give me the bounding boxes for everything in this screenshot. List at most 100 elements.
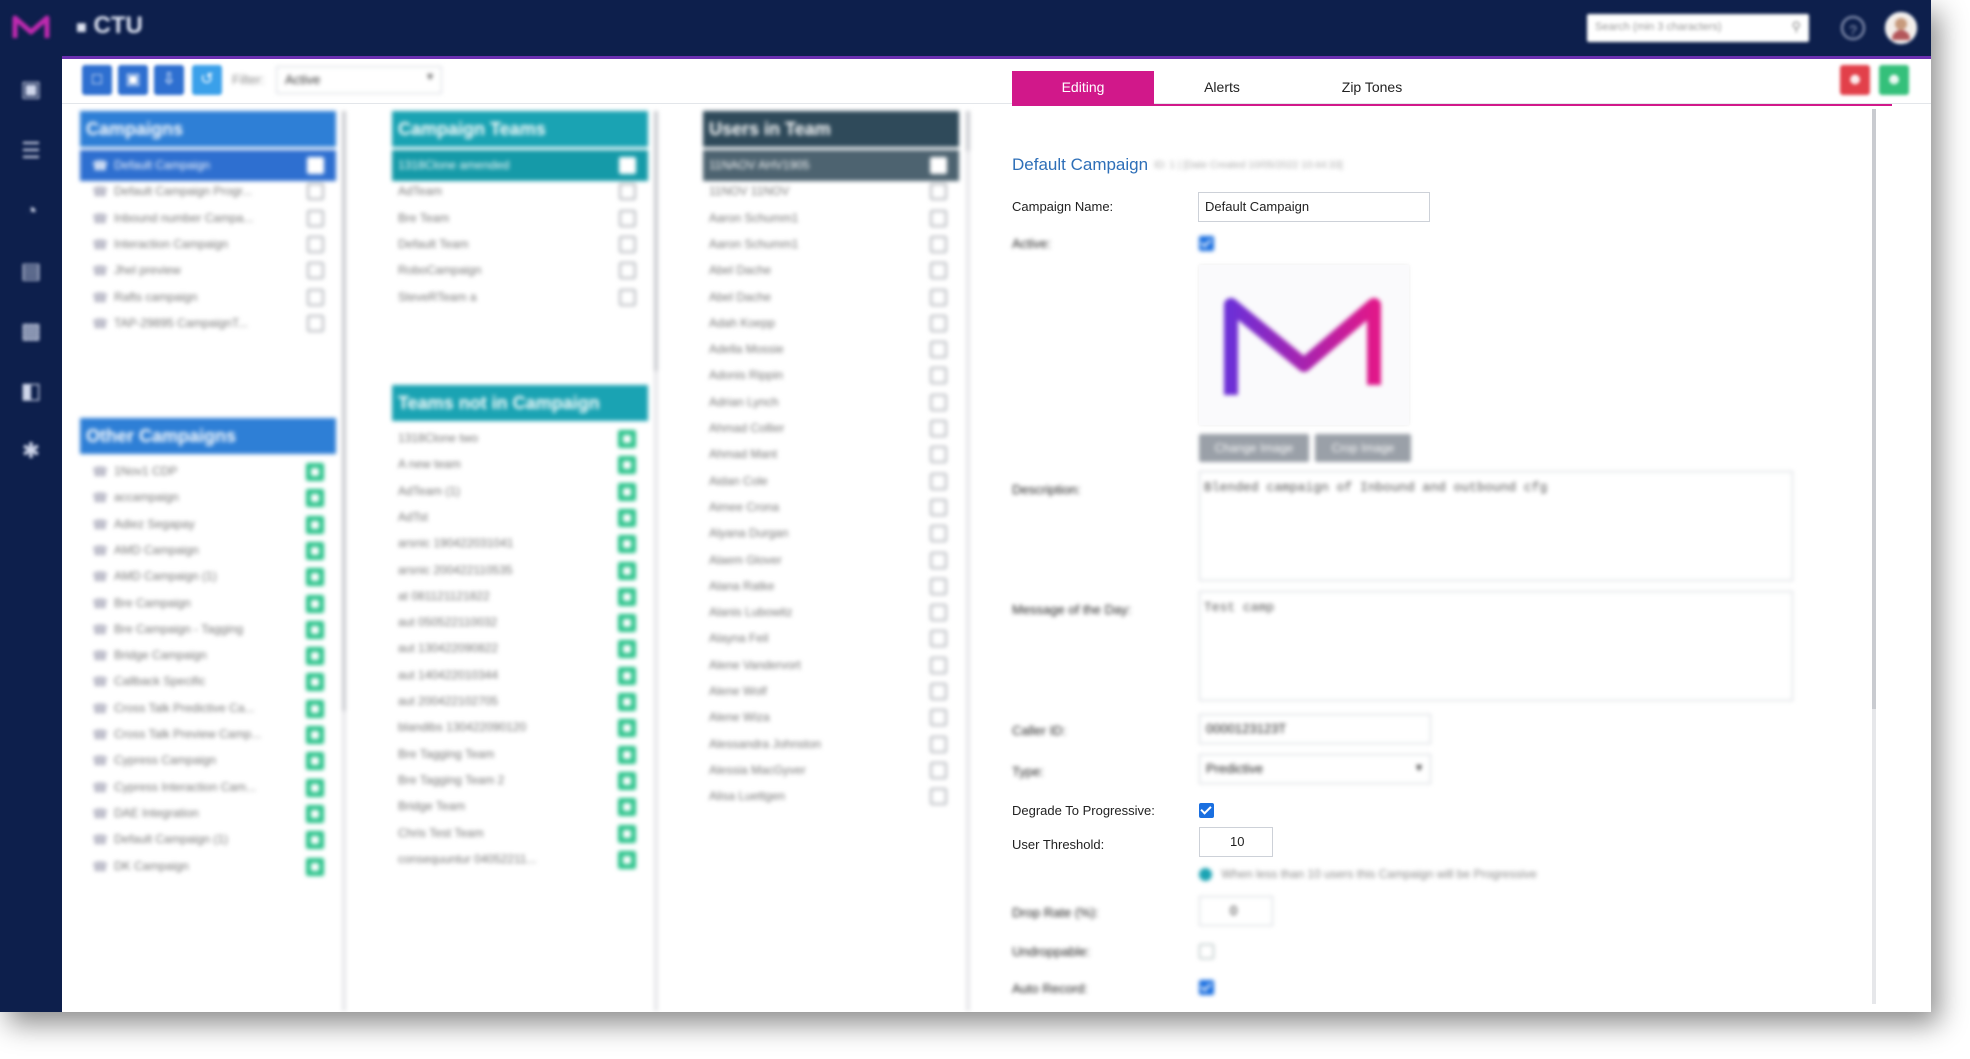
editor-scrollbar[interactable] — [1872, 109, 1876, 1004]
user-row[interactable]: Abel Dache — [703, 282, 959, 313]
row-checkbox[interactable] — [930, 498, 947, 516]
description-textarea[interactable]: Blended campaign of Inbound and outbound… — [1199, 471, 1793, 581]
row-checkbox[interactable] — [930, 761, 947, 779]
user-row[interactable]: Alayna Feil — [703, 623, 959, 654]
available-team-row[interactable]: Chris Test Team — [392, 818, 648, 849]
nav-reports-icon[interactable]: ◧ — [20, 378, 42, 403]
add-checkbox[interactable] — [306, 831, 324, 850]
campaign-row[interactable]: ☎ Rafts campaign — [80, 282, 336, 313]
row-checkbox[interactable] — [930, 157, 947, 174]
other-campaign-row[interactable]: ☎ Cypress Interaction Cam... — [80, 772, 336, 803]
other-campaign-row[interactable]: ☎ accampaign — [80, 482, 336, 513]
motd-textarea[interactable]: Test camp — [1199, 591, 1793, 701]
user-row[interactable]: Aidan Cole — [703, 466, 959, 497]
delete-user-button[interactable]: ☻ — [1840, 65, 1870, 95]
row-checkbox[interactable] — [930, 604, 947, 622]
row-checkbox[interactable] — [930, 420, 947, 437]
row-checkbox[interactable] — [930, 656, 947, 674]
campaigns-scroll-thumb[interactable] — [342, 111, 346, 711]
editor-scroll-thumb[interactable] — [1872, 109, 1876, 709]
add-checkbox[interactable] — [306, 673, 324, 692]
row-checkbox[interactable] — [930, 709, 947, 727]
user-row[interactable]: Ahmad Mant — [703, 439, 959, 470]
add-checkbox[interactable] — [306, 647, 324, 666]
campaign-row[interactable]: ☎ Interaction Campaign — [80, 229, 336, 260]
campaign-row[interactable]: ☎ TAP-29895 CampaignT... — [80, 308, 336, 339]
available-team-row[interactable]: aut 130422090822 — [392, 633, 648, 664]
available-team-row[interactable]: at 081121121822 — [392, 581, 648, 612]
row-checkbox[interactable] — [930, 525, 947, 543]
add-checkbox[interactable] — [618, 508, 636, 527]
add-checkbox[interactable] — [618, 693, 636, 711]
row-checkbox[interactable] — [619, 209, 636, 227]
row-checkbox[interactable] — [307, 314, 324, 332]
campaign-row[interactable]: ☎ Jhel preview — [80, 255, 336, 286]
add-checkbox[interactable] — [618, 745, 636, 764]
available-team-row[interactable]: aut 140422010344 — [392, 660, 648, 691]
teams-scrollbar[interactable] — [654, 111, 658, 1011]
other-campaign-row[interactable]: ☎ Bre Campaign - Tagging — [80, 614, 336, 645]
available-team-row[interactable]: aut 200422102705 — [392, 686, 648, 717]
degrade-checkbox[interactable] — [1199, 803, 1214, 818]
add-checkbox[interactable] — [306, 699, 324, 718]
auto-record-checkbox[interactable] — [1199, 980, 1214, 995]
app-logo-icon[interactable] — [12, 14, 50, 45]
nav-home-icon[interactable]: ▣ — [20, 76, 42, 101]
available-team-row[interactable]: Bre Tagging Team — [392, 739, 648, 770]
change-image-button[interactable]: Change Image — [1199, 434, 1309, 462]
add-checkbox[interactable] — [306, 857, 324, 876]
user-row[interactable]: Adella Mossie — [703, 334, 959, 365]
other-campaign-row[interactable]: ☎ DAE Integration — [80, 798, 336, 829]
campaign-team-row[interactable]: Default Team — [392, 229, 648, 260]
other-campaign-row[interactable]: ☎ Default Campaign (1) — [80, 824, 336, 855]
other-campaign-row[interactable]: ☎ AMD Campaign (1) — [80, 561, 336, 592]
user-row[interactable]: Alene Wolf — [703, 676, 959, 707]
user-row[interactable]: 11NAOV AHV1905 — [703, 150, 959, 181]
other-campaign-row[interactable]: ☎ Adiez Segapay — [80, 509, 336, 540]
tab-editing[interactable]: Editing — [1012, 71, 1154, 104]
campaign-row[interactable]: ☎ Default Campaign Progr... — [80, 176, 336, 207]
user-row[interactable]: Alanis Lubowitz — [703, 597, 959, 628]
import-campaign-button[interactable]: ↺ — [192, 65, 222, 95]
user-row[interactable]: Abel Dache — [703, 255, 959, 286]
row-checkbox[interactable] — [619, 235, 636, 253]
row-checkbox[interactable] — [930, 314, 947, 332]
export-campaign-button[interactable]: ⇩ — [154, 65, 184, 95]
user-row[interactable]: Adrian Lynch — [703, 387, 959, 418]
user-row[interactable]: Aaron Schumm1 — [703, 229, 959, 260]
add-checkbox[interactable] — [618, 666, 636, 685]
add-checkbox[interactable] — [306, 568, 324, 587]
available-team-row[interactable]: Bre Tagging Team 2 — [392, 765, 648, 796]
row-checkbox[interactable] — [930, 393, 947, 411]
other-campaign-row[interactable]: ☎ Callback Specific — [80, 666, 336, 697]
user-row[interactable]: Alisa Luettgen — [703, 781, 959, 812]
row-checkbox[interactable] — [930, 183, 947, 201]
add-checkbox[interactable] — [618, 640, 636, 659]
row-checkbox[interactable] — [930, 630, 947, 648]
campaign-team-row[interactable]: 1318Clone amended — [392, 150, 648, 181]
add-checkbox[interactable] — [306, 463, 324, 481]
crop-image-button[interactable]: Crop Image — [1315, 434, 1411, 462]
copy-campaign-button[interactable]: ▣ — [118, 65, 148, 95]
campaign-team-row[interactable]: Bre Team — [392, 203, 648, 234]
add-checkbox[interactable] — [306, 804, 324, 823]
available-team-row[interactable]: consequuntur 04052211... — [392, 844, 648, 875]
add-checkbox[interactable] — [618, 561, 636, 580]
row-checkbox[interactable] — [930, 367, 947, 385]
user-row[interactable]: Alessandra Johnston — [703, 729, 959, 760]
add-checkbox[interactable] — [618, 587, 636, 606]
row-checkbox[interactable] — [307, 157, 324, 174]
user-row[interactable]: Alaem Glover — [703, 545, 959, 576]
other-campaign-row[interactable]: ☎ Cross Talk Predictive Ca... — [80, 693, 336, 724]
add-checkbox[interactable] — [306, 515, 324, 534]
add-checkbox[interactable] — [306, 620, 324, 639]
row-checkbox[interactable] — [930, 472, 947, 490]
available-team-row[interactable]: AdTeam (1) — [392, 476, 648, 507]
row-checkbox[interactable] — [619, 288, 636, 306]
add-checkbox[interactable] — [306, 541, 324, 560]
campaign-team-row[interactable]: RoboCampaign — [392, 255, 648, 286]
row-checkbox[interactable] — [930, 446, 947, 464]
tab-alerts[interactable]: Alerts — [1204, 79, 1240, 95]
row-checkbox[interactable] — [930, 235, 947, 253]
add-checkbox[interactable] — [306, 752, 324, 771]
